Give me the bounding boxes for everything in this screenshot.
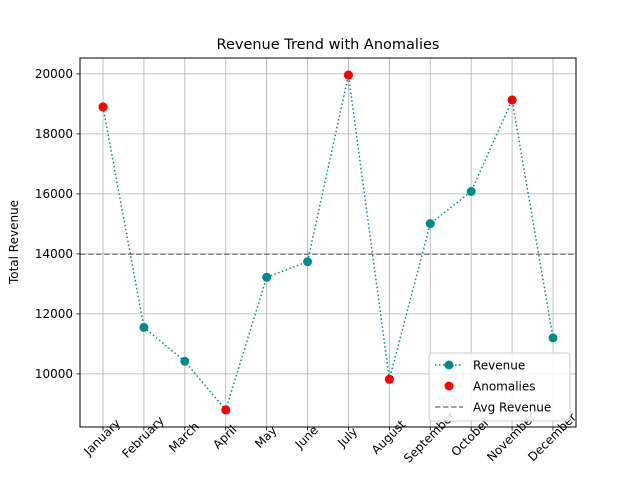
y-axis-ticks: 10000 12000 14000 16000 18000 20000 <box>35 67 80 381</box>
legend-avg-label: Avg Revenue <box>473 401 551 415</box>
revenue-point <box>548 333 558 343</box>
y-axis-label: Total Revenue <box>7 200 21 285</box>
legend-anomalies-marker <box>444 381 454 391</box>
anomaly-point <box>507 95 517 105</box>
anomaly-point <box>221 405 231 415</box>
anomaly-points <box>98 70 517 415</box>
revenue-line <box>102 74 554 412</box>
legend-box <box>428 352 571 422</box>
legend: Revenue Anomalies Avg Revenue <box>428 352 571 422</box>
revenue-point <box>180 356 190 366</box>
plot-frame <box>79 57 577 428</box>
revenue-point <box>262 272 272 282</box>
revenue-point <box>303 257 313 267</box>
chart-title: Revenue Trend with Anomalies <box>217 37 440 53</box>
anomaly-point <box>343 70 353 80</box>
revenue-point <box>139 322 149 332</box>
y-tick-label: 16000 <box>35 187 73 201</box>
legend-revenue-marker <box>444 360 454 370</box>
legend-anomalies-label: Anomalies <box>473 380 536 394</box>
y-tick-label: 18000 <box>35 127 73 141</box>
anomaly-point <box>98 102 108 112</box>
y-tick-label: 20000 <box>35 67 73 81</box>
revenue-point <box>466 187 476 196</box>
revenue-point <box>425 219 435 229</box>
anomaly-point <box>384 374 394 384</box>
y-tick-label: 12000 <box>35 307 73 321</box>
y-tick-label: 14000 <box>35 247 73 261</box>
legend-revenue-label: Revenue <box>473 359 525 373</box>
y-tick-label: 10000 <box>35 367 73 381</box>
